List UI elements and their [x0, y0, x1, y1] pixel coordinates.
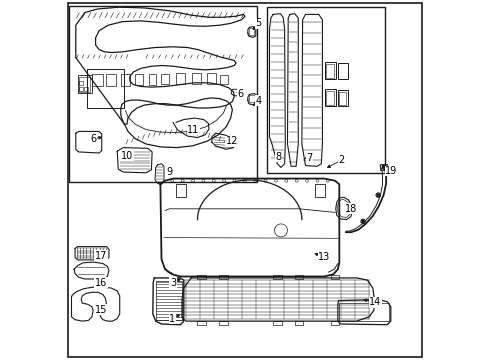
Bar: [248, 28, 254, 35]
Bar: [106, 74, 117, 86]
Bar: [331, 321, 339, 325]
Bar: [176, 184, 186, 197]
Text: 10: 10: [121, 150, 133, 161]
Bar: [331, 275, 339, 279]
Bar: [325, 89, 337, 106]
Bar: [273, 275, 282, 279]
Text: 2: 2: [339, 155, 344, 165]
Bar: [294, 321, 303, 325]
Bar: [84, 87, 88, 91]
Bar: [219, 275, 228, 279]
Text: 11: 11: [187, 125, 199, 135]
Bar: [380, 164, 387, 170]
Bar: [79, 81, 83, 85]
Text: 15: 15: [95, 305, 107, 315]
Text: 6: 6: [237, 89, 244, 99]
Bar: [294, 275, 303, 279]
Circle shape: [377, 194, 379, 196]
Bar: [121, 74, 130, 86]
Bar: [162, 74, 170, 84]
Bar: [148, 74, 156, 85]
Text: 1: 1: [169, 314, 175, 324]
Bar: [315, 184, 325, 197]
Bar: [267, 7, 386, 173]
Text: 6: 6: [90, 134, 96, 144]
Text: 14: 14: [369, 297, 381, 307]
Bar: [69, 6, 257, 182]
Bar: [77, 75, 92, 93]
Bar: [248, 95, 256, 102]
Bar: [339, 303, 389, 321]
Text: 12: 12: [225, 136, 238, 147]
Bar: [220, 75, 228, 84]
Bar: [156, 281, 182, 320]
Text: 9: 9: [166, 167, 172, 177]
Bar: [326, 91, 334, 105]
Bar: [338, 63, 348, 79]
Bar: [135, 74, 143, 85]
Bar: [326, 64, 334, 78]
Bar: [192, 73, 201, 84]
Text: 7: 7: [307, 153, 313, 163]
Bar: [197, 275, 206, 279]
Bar: [273, 321, 282, 325]
Text: 4: 4: [255, 96, 261, 106]
Bar: [176, 73, 185, 84]
Circle shape: [362, 220, 364, 222]
Bar: [325, 62, 337, 79]
Bar: [339, 92, 346, 105]
Bar: [197, 321, 206, 325]
Text: 3: 3: [170, 278, 176, 288]
Bar: [338, 90, 348, 106]
Text: 19: 19: [386, 166, 398, 176]
Bar: [79, 77, 90, 92]
Text: 13: 13: [318, 252, 330, 262]
Bar: [92, 74, 103, 86]
Circle shape: [384, 166, 386, 168]
Bar: [207, 73, 216, 84]
Bar: [79, 87, 83, 91]
Text: 5: 5: [255, 18, 262, 28]
Text: 8: 8: [275, 152, 281, 162]
Bar: [219, 321, 228, 325]
Text: 16: 16: [95, 278, 107, 288]
Text: 17: 17: [95, 251, 107, 261]
Text: 18: 18: [345, 204, 357, 214]
